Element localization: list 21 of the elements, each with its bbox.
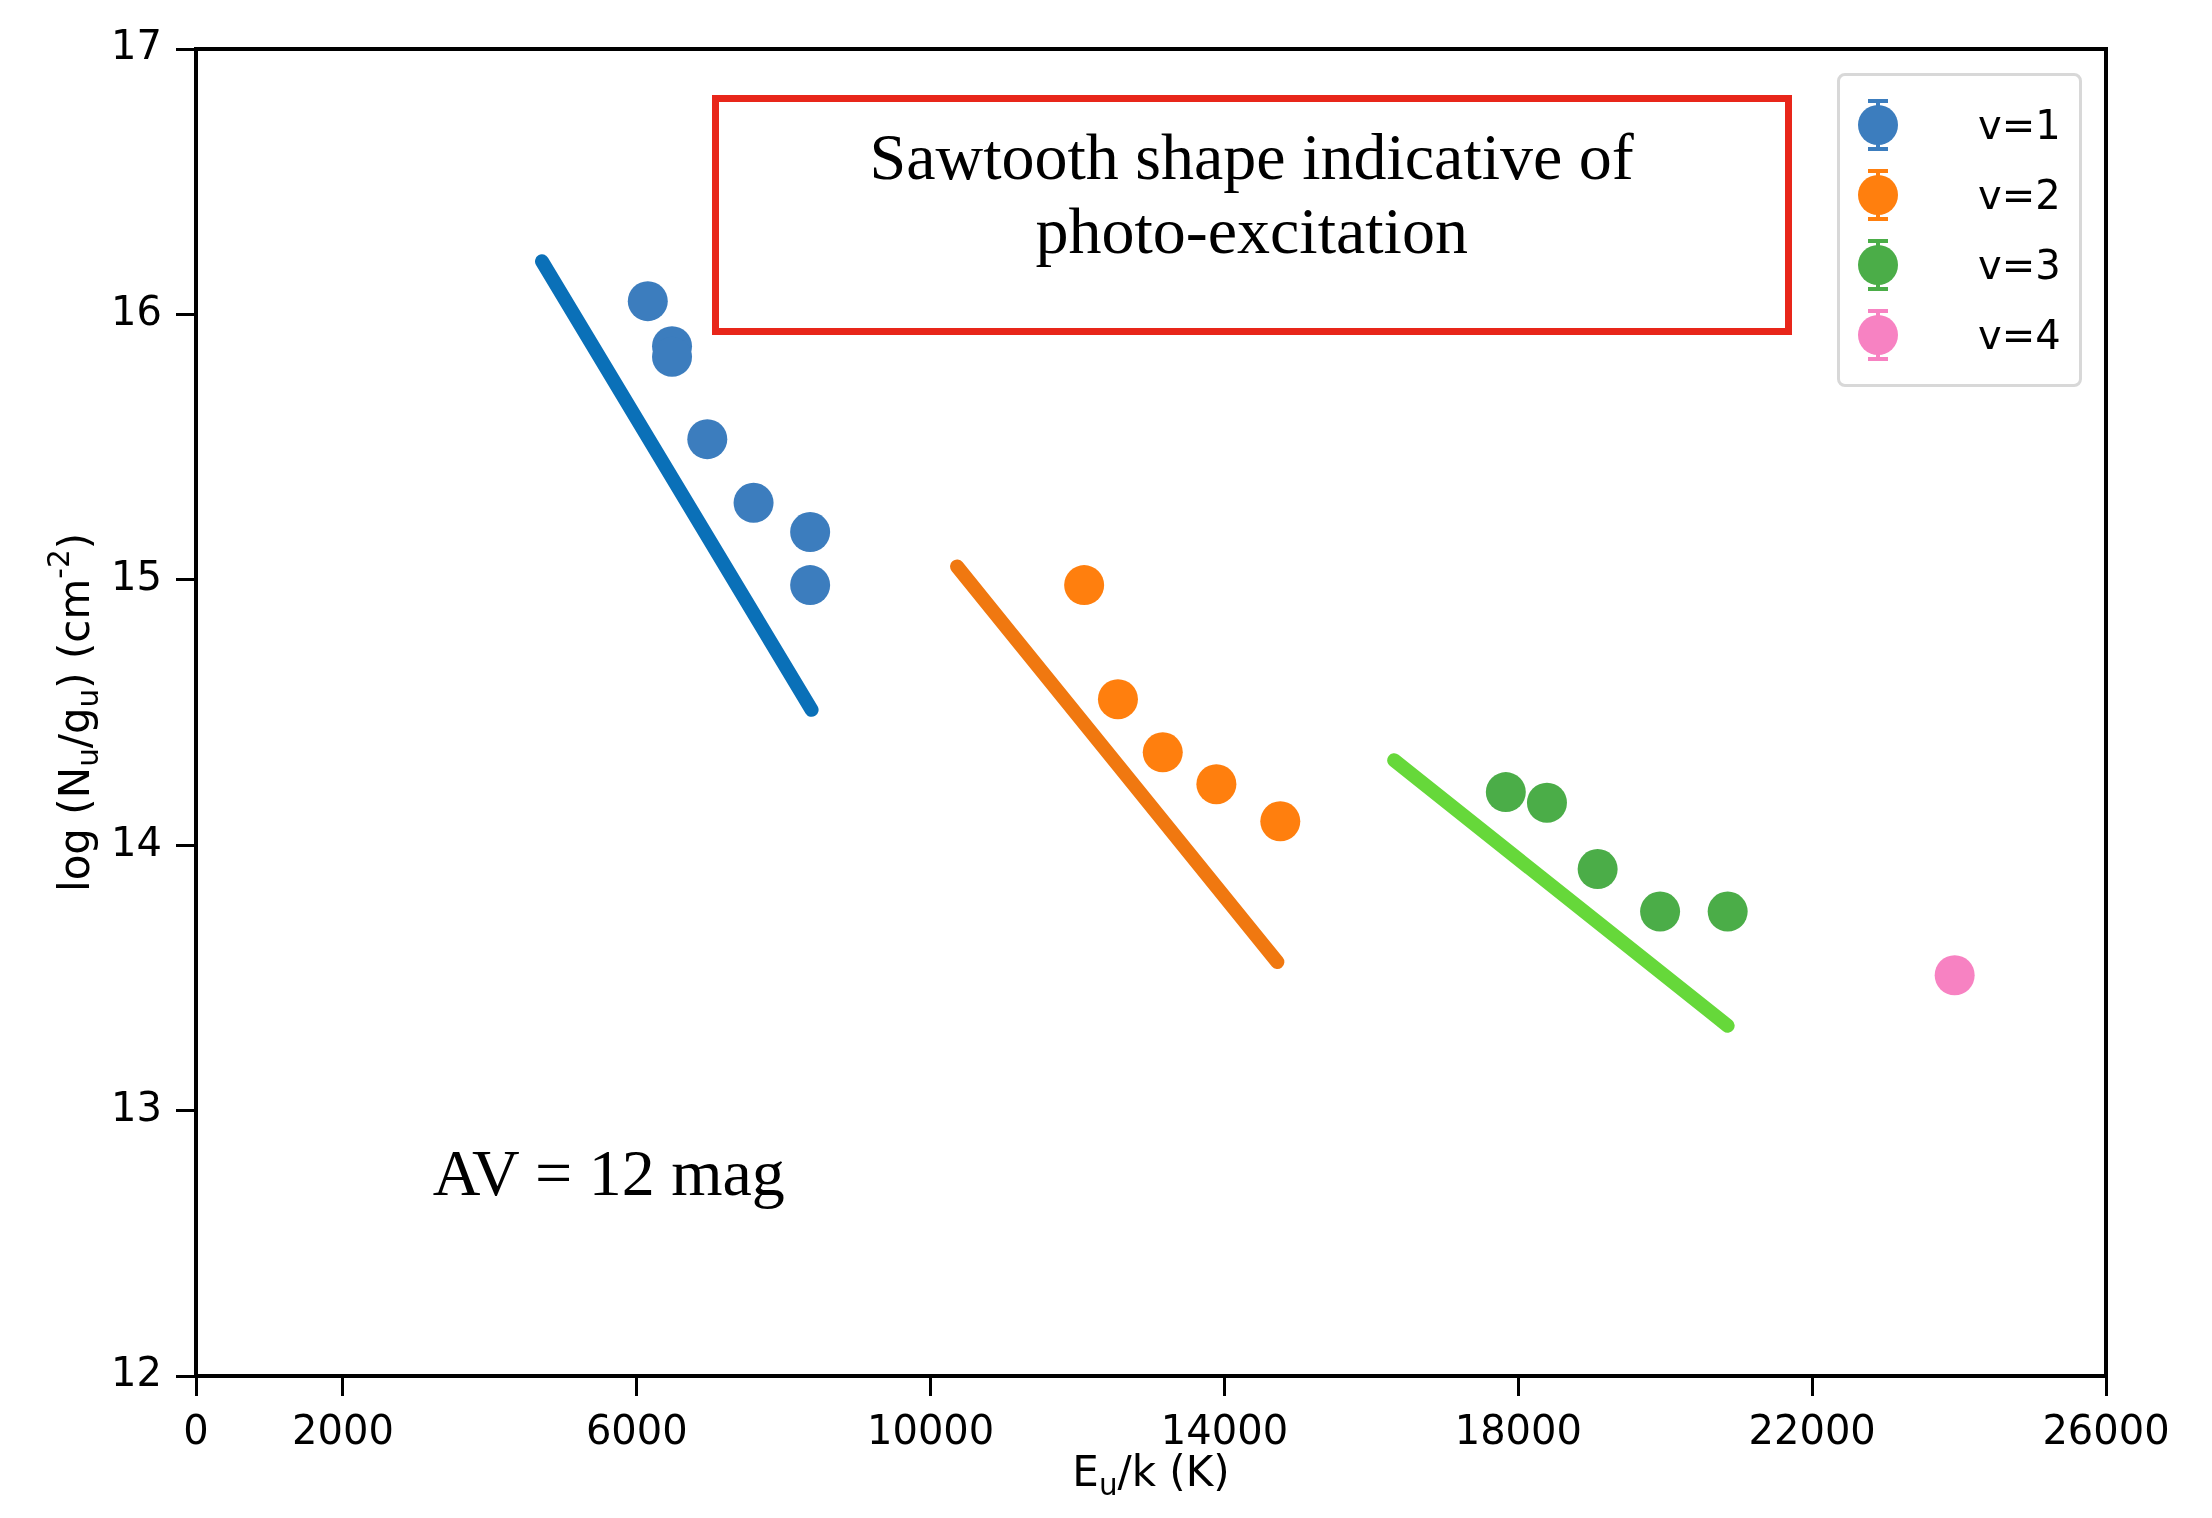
y-tick-label: 16 xyxy=(111,287,162,334)
x-tick-label: 6000 xyxy=(585,1407,688,1454)
y-tick-label: 15 xyxy=(111,553,162,600)
annotation: Sawtooth shape indicative of photo-excitation xyxy=(868,120,1635,269)
legend-label: v=3 xyxy=(1978,242,2061,288)
x-tick-label: 10000 xyxy=(866,1407,995,1454)
annotation: AV = 12 mag xyxy=(431,1135,786,1210)
y-tick-label: 17 xyxy=(111,22,162,69)
legend-label: v=1 xyxy=(1978,102,2061,148)
x-tick-label: 22000 xyxy=(1748,1407,1876,1454)
legend-label: v=2 xyxy=(1978,172,2061,218)
y-tick-label: 13 xyxy=(111,1083,162,1130)
y-axis-title: log (Nu/gu) (cm-2) xyxy=(41,532,106,893)
y-tick-label: 12 xyxy=(111,1349,162,1396)
x-tick-label: 0 xyxy=(183,1407,209,1454)
x-tick-label: 18000 xyxy=(1454,1407,1582,1454)
x-tick-label: 2000 xyxy=(292,1407,394,1454)
y-tick-label: 14 xyxy=(111,818,162,865)
x-tick-label: 14000 xyxy=(1160,1407,1289,1454)
x-tick-label: 26000 xyxy=(2042,1407,2170,1454)
legend-label: v=4 xyxy=(1978,312,2061,358)
